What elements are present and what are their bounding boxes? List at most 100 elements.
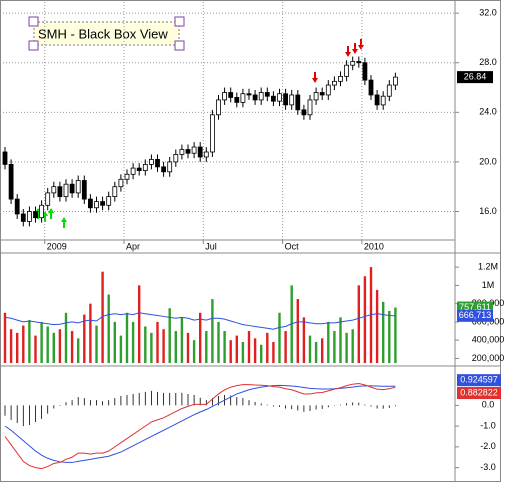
x-tick-label: 2010	[364, 241, 384, 251]
candle-body	[8, 163, 14, 200]
candle-body	[161, 166, 167, 173]
candle-body	[270, 95, 276, 102]
volume-bar	[382, 301, 385, 363]
volume-bar	[180, 317, 184, 363]
last-price-box	[457, 71, 493, 84]
sell-arrow	[345, 46, 351, 57]
volume-bar	[52, 332, 55, 363]
candle-body	[14, 198, 20, 215]
last-value-box	[457, 387, 501, 400]
volume-bar	[284, 331, 287, 363]
volume-bar	[144, 326, 147, 363]
candle-body	[118, 178, 124, 188]
volume-bar	[211, 299, 214, 363]
candle-body	[258, 92, 264, 101]
candle-body	[155, 159, 160, 168]
candle-body	[356, 61, 362, 64]
candle-body	[209, 114, 215, 153]
candle-body	[307, 99, 313, 116]
candle-body	[350, 61, 356, 66]
y-tick-label: 1.2M	[478, 262, 498, 272]
volume-bar	[205, 331, 208, 363]
last-value-box	[457, 309, 493, 322]
candle-body	[240, 93, 246, 103]
volume-bar	[333, 331, 336, 363]
x-tick-label: Apr	[126, 241, 140, 251]
candle-body	[283, 93, 289, 106]
volume-bar	[3, 312, 7, 363]
volume-bar	[363, 276, 367, 363]
candle-body	[94, 201, 99, 209]
y-tick-label: 20.0	[479, 156, 497, 166]
candle-body	[100, 201, 105, 206]
last-value-label: 757,611	[459, 302, 491, 312]
x-tick-label: Oct	[285, 241, 300, 251]
candle-body	[88, 198, 93, 209]
volume-bar	[253, 338, 257, 363]
candle-body	[313, 92, 319, 101]
y-tick-label: 32.0	[479, 8, 497, 18]
title-box	[33, 21, 180, 46]
volume-bar	[186, 332, 190, 363]
candle-body	[51, 186, 57, 194]
candle-body	[185, 149, 191, 154]
candle-body	[362, 62, 368, 81]
candle-body	[81, 180, 87, 200]
volume-bar	[95, 325, 98, 363]
candle-body	[75, 180, 81, 194]
volume-bar	[101, 271, 104, 363]
volume-bar	[28, 320, 31, 363]
handle	[28, 40, 39, 51]
y-tick-label: 200,000	[472, 353, 505, 363]
volume-bar	[302, 317, 306, 363]
candle-body	[277, 93, 282, 102]
candle-body	[264, 92, 270, 97]
candle-body	[130, 167, 136, 175]
candle-body	[106, 196, 112, 206]
y-tick-label: 16.0	[479, 206, 497, 216]
volume-bar	[77, 338, 80, 363]
volume-bar	[235, 335, 238, 363]
volume-bar	[278, 312, 281, 363]
volume-bar	[9, 329, 13, 363]
candle-body	[124, 173, 130, 180]
candle-body	[191, 146, 197, 154]
last-value-box	[457, 374, 501, 387]
candle-body	[338, 75, 343, 82]
volume-bar	[229, 340, 232, 363]
sell-arrows	[312, 39, 364, 83]
volume-bar	[168, 308, 171, 363]
volume-bar	[351, 329, 354, 363]
volume-bar	[34, 335, 37, 363]
volume-bar	[308, 335, 312, 363]
candle-body	[252, 94, 258, 101]
macd-line	[4, 384, 396, 463]
handle	[174, 40, 185, 51]
y-tick-label: 1M	[482, 280, 495, 290]
candle-body	[203, 151, 209, 158]
candle-body	[26, 211, 32, 222]
candle-body	[386, 84, 392, 97]
y-tick-label: 400,000	[472, 335, 505, 345]
candle-body	[63, 183, 69, 198]
y-tick-label: -1.0	[480, 420, 496, 430]
chart-title: SMH - Black Box View	[38, 26, 168, 41]
handle	[174, 16, 185, 27]
candle-body	[39, 204, 44, 219]
volume-bar	[162, 329, 165, 363]
candle-body	[380, 95, 386, 106]
candle-body	[57, 186, 63, 198]
buy-arrow	[48, 208, 54, 219]
candle-body	[228, 92, 234, 98]
candle-body	[167, 161, 173, 173]
volume-bar	[199, 312, 202, 363]
y-tick-label: 0.0	[482, 400, 495, 410]
volume-average-line	[4, 312, 396, 330]
volume-bar	[125, 312, 129, 363]
candle-body	[319, 92, 325, 96]
volume-bar	[107, 294, 110, 363]
candle-body	[289, 94, 295, 106]
candle-body	[45, 192, 51, 206]
